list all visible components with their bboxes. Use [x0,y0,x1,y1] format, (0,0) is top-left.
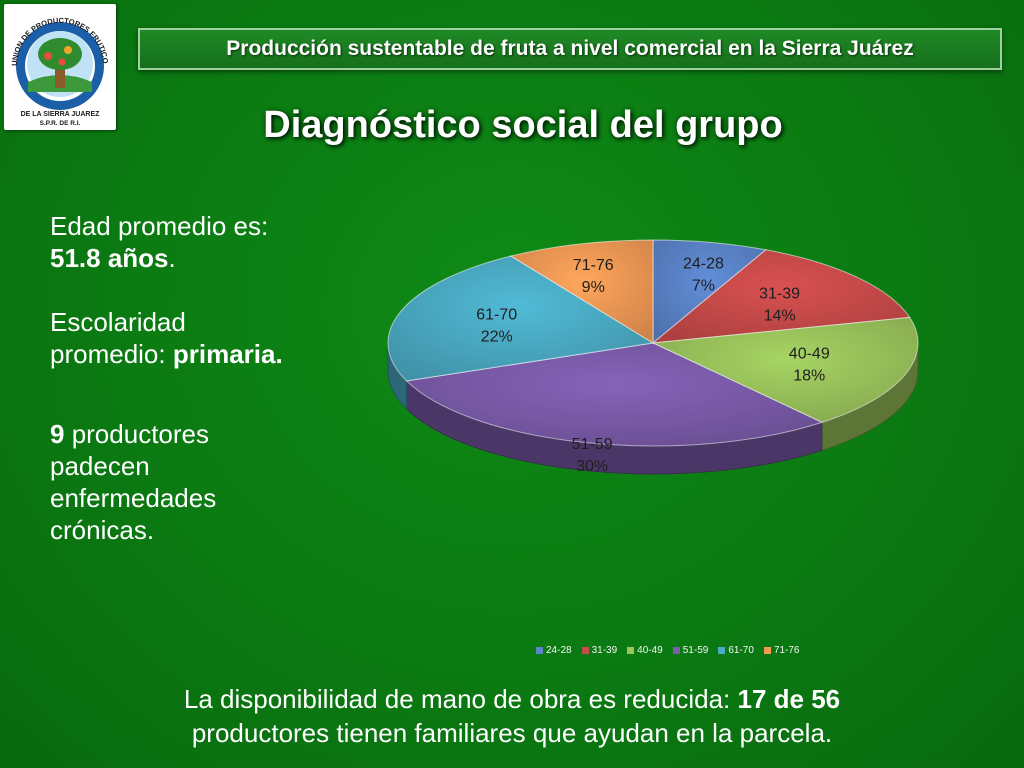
header-banner-text: Producción sustentable de fruta a nivel … [226,37,914,60]
legend-label-61-70: 61-70 [728,644,754,656]
pie-label-category-31-39: 31-39 [759,285,800,302]
pie-label-value-71-76: 9% [582,279,605,296]
pie-label-value-51-59: 30% [576,458,608,475]
legend-swatch-61-70 [718,646,726,654]
schooling-label-1: Escolaridad [50,307,186,337]
chronic-text-3: enfermedades [50,483,217,513]
legend-swatch-24-28 [536,646,543,654]
chronic-text-1: productores [64,419,209,449]
schooling-line: promedio: primaria. [50,338,380,370]
legend-label-40-49: 40-49 [637,644,663,656]
chronic-line-1: 9 productores [50,418,380,450]
footer-text: La disponibilidad de mano de obra es red… [40,682,984,750]
chart-legend: 24-28 31-39 40-49 51-59 61-70 71-76 [536,643,866,657]
slide-title: Diagnóstico social del grupo [263,104,783,146]
chronic-text-4: crónicas. [50,515,155,545]
pie-label-category-71-76: 71-76 [573,257,614,274]
pie-label-value-31-39: 14% [764,307,796,324]
footer-line-1: La disponibilidad de mano de obra es red… [40,682,984,716]
legend-item-24-28: 24-28 [536,645,572,656]
schooling-label-2: promedio: [50,339,166,369]
pie-label-value-61-70: 22% [481,328,513,345]
logo-line-1: DE LA SIERRA JUAREZ [21,111,101,118]
legend-label-31-39: 31-39 [591,644,618,656]
pie-slice-51-59 [405,342,824,447]
left-text-block: Edad promedio es: 51.8 años. Escolaridad… [50,210,380,546]
age-pie-chart: 24-28 7% 31-39 14% 40-49 18% 51-59 30% 61-70 22% 7… [380,235,940,565]
footer-line-1-bold: 17 de 56 [737,684,841,714]
pie-label-value-40-49: 18% [793,368,825,385]
pie-label-value-24-28: 7% [692,278,715,295]
logo-line-2: S.P.R. DE R.I. [40,120,81,127]
legend-item-51-59: 51-59 [672,644,709,656]
header-banner: Producción sustentable de fruta a nivel … [138,28,1002,70]
pie-slice-71-76 [509,239,654,344]
schooling-value: primaria. [172,339,283,369]
age-label: Edad promedio es: [50,211,269,241]
legend-label-51-59: 51-59 [682,644,709,656]
legend-label-71-76: 71-76 [773,644,800,656]
footer-line-1-text: La disponibilidad de mano de obra es red… [183,684,738,714]
legend-item-31-39: 31-39 [581,644,618,656]
pie-slice-40-49 [651,316,919,423]
organization-logo: UNION DE PRODUCTORES FRUTICOLAS DE LA SI… [4,4,116,130]
pie-label-category-61-70: 61-70 [476,306,517,323]
legend-swatch-71-76 [763,646,771,654]
legend-item-71-76: 71-76 [763,644,800,656]
pie-slice-61-70 [387,255,655,382]
chronic-count: 9 [50,419,65,449]
legend-swatch-31-39 [581,646,589,654]
pie-slice-31-39 [651,249,911,344]
legend-item-61-70: 61-70 [718,645,754,656]
pie-label-category-40-49: 40-49 [789,346,830,363]
age-line: 51.8 años. [50,242,380,274]
footer-line-2: productores tienen familiares que ayudan… [191,718,833,748]
pie-label-category-24-28: 24-28 [683,256,724,273]
legend-item-40-49: 40-49 [627,645,663,656]
pie-label-category-51-59: 51-59 [572,436,613,453]
legend-label-24-28: 24-28 [546,644,572,656]
legend-swatch-51-59 [672,646,680,654]
legend-swatch-40-49 [627,646,635,654]
pie-chart-svg: 24-28 7% 31-39 14% 40-49 18% 51-59 30% 61-70 22% 7… [387,239,919,475]
age-suffix: . [168,243,176,273]
chronic-text-2: padecen [50,451,150,481]
age-value: 51.8 años [50,243,169,273]
pie-slice-24-28 [652,239,767,345]
